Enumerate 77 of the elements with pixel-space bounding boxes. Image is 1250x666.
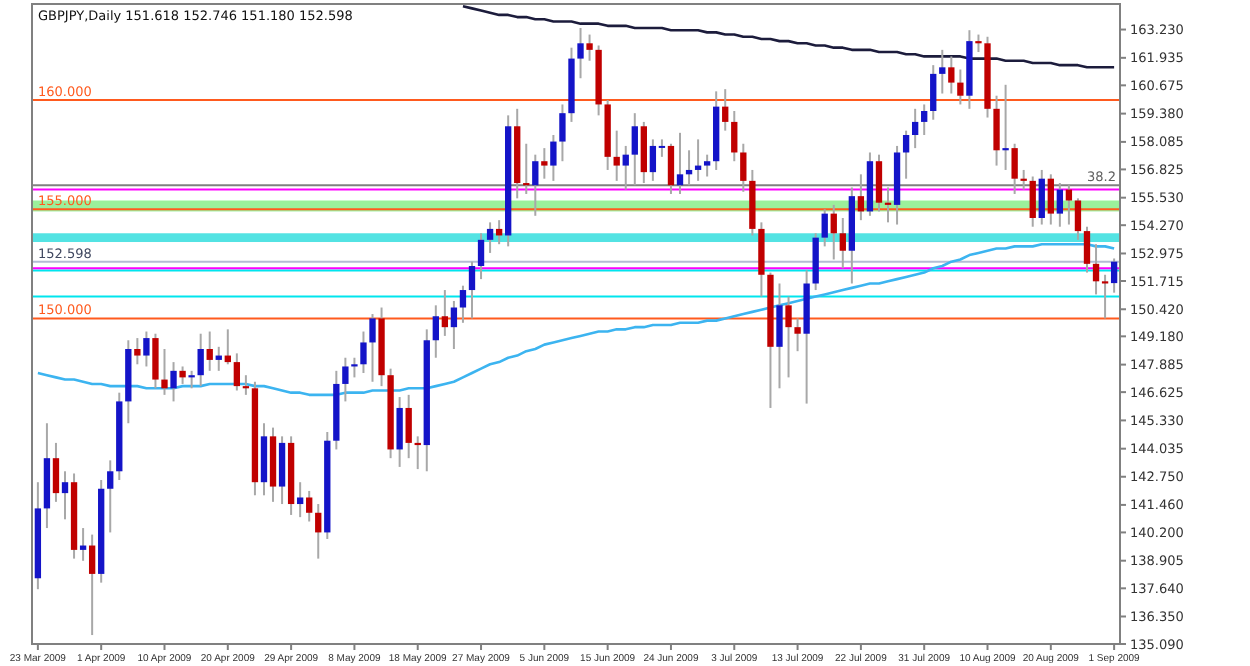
- candlestick: [722, 88, 729, 132]
- candlestick: [1002, 83, 1009, 171]
- candlestick: [1065, 184, 1073, 226]
- candlestick: [839, 216, 846, 270]
- candlestick: [197, 332, 204, 388]
- candlestick: [1074, 197, 1082, 241]
- candlestick: [740, 142, 747, 193]
- candlestick: [631, 112, 638, 187]
- candlestick: [450, 299, 458, 350]
- candlestick: [875, 153, 883, 213]
- candlestick: [61, 470, 69, 521]
- candlestick: [342, 356, 349, 403]
- candlestick: [260, 422, 268, 497]
- candlestick: [396, 396, 403, 468]
- candlestick: [486, 221, 494, 254]
- candlestick: [577, 27, 584, 80]
- candlestick: [667, 142, 675, 195]
- candlestick: [351, 356, 358, 379]
- candlestick: [731, 109, 738, 163]
- candlestick: [161, 348, 168, 396]
- candlestick: [758, 221, 765, 298]
- candlestick: [812, 232, 819, 292]
- candlestick: [134, 337, 141, 366]
- candlestick: [1092, 243, 1100, 296]
- candlestick: [586, 33, 593, 62]
- candlestick: [296, 481, 304, 519]
- candlestick: [532, 153, 539, 217]
- candlestick: [1038, 168, 1045, 226]
- line-series: [461, 4, 1116, 69]
- candlestick: [1056, 182, 1064, 228]
- candlestick: [785, 295, 792, 379]
- candlestick: [152, 332, 159, 390]
- candlestick: [794, 317, 801, 353]
- candlestick: [52, 441, 60, 503]
- candlestick: [857, 173, 865, 222]
- candlestick: [1110, 257, 1118, 294]
- candlestick: [369, 313, 376, 383]
- candlestick: [459, 284, 467, 324]
- candlestick: [649, 138, 657, 182]
- candlestick: [640, 120, 647, 185]
- candlestick: [143, 330, 150, 368]
- candlestick: [107, 459, 114, 534]
- candlestick: [613, 129, 620, 182]
- candlestick: [676, 131, 684, 195]
- candlestick: [821, 208, 828, 248]
- candlestick: [930, 64, 937, 121]
- candlestick: [948, 55, 955, 95]
- candlestick: [477, 232, 485, 281]
- candlestick: [559, 103, 566, 163]
- candlestick: [88, 533, 96, 637]
- candlestick: [1047, 173, 1054, 226]
- candlestick: [441, 289, 449, 337]
- candlestick: [541, 147, 548, 180]
- candlestick: [233, 352, 241, 392]
- candlestick: [993, 94, 1000, 167]
- candlestick: [911, 107, 919, 150]
- candlestick: [830, 203, 837, 261]
- candlestick: [306, 489, 313, 523]
- candlestick: [1029, 175, 1036, 228]
- candlestick: [206, 330, 213, 372]
- candlestick: [921, 103, 928, 137]
- candlestick: [776, 282, 783, 390]
- candlestick: [315, 503, 322, 560]
- candlestick: [622, 144, 629, 191]
- candlestick: [902, 129, 910, 180]
- candlestick: [360, 330, 367, 375]
- candlestick: [1011, 142, 1018, 195]
- candlestick: [432, 304, 439, 359]
- candlestick: [550, 134, 557, 182]
- candlestick: [468, 260, 476, 320]
- candlestick: [1083, 225, 1091, 274]
- candlestick: [703, 153, 711, 178]
- candlestick: [278, 435, 286, 506]
- candlestick: [939, 48, 946, 95]
- candlestick: [957, 68, 964, 106]
- candlestick: [405, 393, 412, 460]
- candlestick: [170, 361, 177, 403]
